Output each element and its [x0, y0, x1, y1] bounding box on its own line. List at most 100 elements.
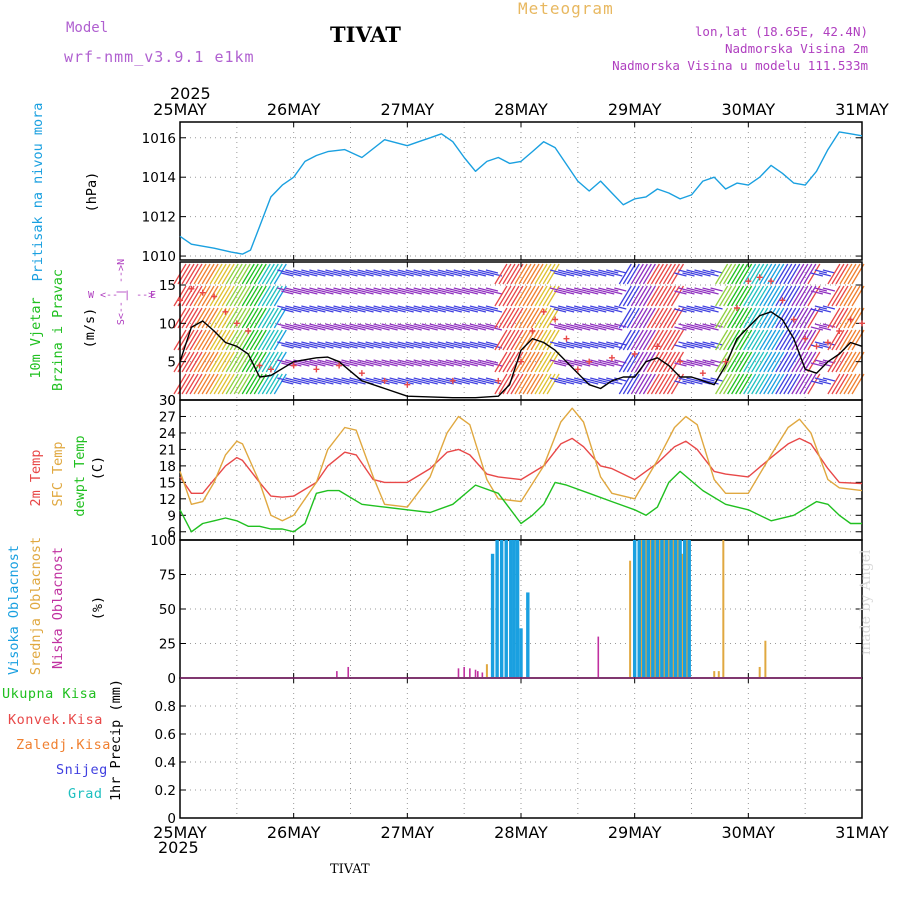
wind-vector	[421, 305, 434, 310]
wind-vector	[686, 323, 699, 328]
wind-vector	[289, 308, 302, 313]
wind-barb	[662, 307, 676, 329]
wind-vector	[433, 272, 446, 277]
dewpt-temp-line	[179, 470, 862, 533]
wind-barb	[189, 263, 203, 285]
wind-barb	[642, 263, 656, 285]
wind-barb	[506, 307, 520, 329]
wind-barb	[630, 263, 644, 285]
wind-vector	[810, 290, 824, 295]
wind-barb	[542, 373, 556, 395]
gust-marker	[199, 289, 206, 296]
wind-vector	[393, 272, 406, 277]
wind-vector	[710, 305, 723, 310]
wind-vector	[317, 269, 330, 274]
wind-barb	[213, 329, 227, 351]
wind-barb	[847, 329, 861, 351]
wind-vector	[313, 344, 326, 349]
wind-vector	[305, 362, 318, 367]
wind-vector	[822, 305, 836, 310]
mid-cloud-bar	[758, 666, 761, 677]
y-tick-label: 75	[159, 568, 176, 584]
mid-cloud-label: Srednja Oblacnost	[28, 537, 44, 675]
wind-vector	[561, 380, 575, 385]
high-cloud-bar	[526, 592, 530, 677]
wind-vector	[473, 344, 487, 349]
wind-barb	[847, 373, 861, 395]
wind-vector	[409, 362, 422, 367]
wind-barb	[201, 263, 215, 285]
wind-barb	[835, 329, 849, 351]
wind-barb	[225, 263, 239, 285]
wind-vector	[566, 341, 579, 346]
wind-vector	[582, 305, 595, 310]
wind-barb	[273, 351, 287, 373]
wind-barb	[831, 307, 845, 329]
wind-barb	[237, 285, 251, 307]
wind-barb	[217, 329, 231, 351]
wind-vector	[590, 377, 603, 382]
wind-vector	[341, 305, 354, 310]
wind-barb	[257, 351, 271, 373]
wind-vector	[373, 269, 386, 274]
wind-vector	[341, 287, 354, 292]
model-elevation-info: Nadmorska Visina u modelu 111.533m	[612, 58, 868, 73]
wind-vector	[393, 380, 406, 385]
wind-barb	[518, 373, 532, 395]
wind-vector	[277, 341, 290, 346]
wind-vector	[345, 380, 358, 385]
wind-vector	[393, 344, 406, 349]
wind-barb	[209, 263, 223, 285]
wind-barb	[839, 307, 853, 329]
wind-vector	[417, 380, 430, 385]
wind-barb	[245, 329, 259, 351]
wind-barb	[253, 329, 267, 351]
wind-barb	[249, 351, 263, 373]
y-tick-label: 1012	[142, 210, 176, 226]
wind-vector	[277, 305, 290, 310]
wind-vector	[453, 359, 466, 364]
high-cloud-bar	[673, 540, 678, 677]
wind-vector	[425, 308, 438, 313]
wind-vector	[610, 290, 623, 295]
y-tick-label: 0	[167, 671, 176, 687]
wind-barb	[514, 285, 528, 307]
wind-vector	[469, 269, 483, 274]
sfc-temp-line	[179, 407, 863, 522]
wind-vector	[570, 380, 583, 385]
y-tick-label: 30	[159, 393, 176, 409]
wind-barb	[634, 285, 648, 307]
wind-vector	[566, 287, 579, 292]
wind-vector	[469, 287, 483, 292]
wind-vector	[437, 305, 450, 310]
wind-barb	[775, 307, 789, 329]
wind-vector	[305, 326, 318, 331]
high-cloud-bar	[660, 540, 664, 677]
wind-barb	[618, 307, 632, 329]
wind-vector	[477, 377, 491, 382]
wind-barb	[225, 351, 239, 373]
gust-marker	[358, 370, 365, 377]
wind-vector	[453, 305, 466, 310]
wind-vector	[590, 287, 603, 292]
wind-vector	[698, 362, 711, 367]
wind-barb	[803, 285, 817, 307]
x-tick-label-bottom: 29MAY	[608, 823, 662, 842]
wind-barb	[719, 329, 733, 351]
wind-vector	[566, 377, 579, 382]
wind-barb	[731, 263, 745, 285]
wind-vector	[377, 308, 390, 313]
wind-vector	[413, 323, 426, 328]
wind-vector	[417, 362, 430, 367]
wind-vector	[337, 290, 350, 295]
wind-vector	[690, 326, 703, 331]
wind-vector	[365, 323, 378, 328]
wind-vector	[682, 344, 695, 349]
wind-barb	[763, 351, 777, 373]
wind-vector	[453, 341, 466, 346]
wind-barb	[715, 263, 729, 285]
wind-vector	[321, 362, 334, 367]
wind-vector	[365, 359, 378, 364]
wind-barb	[498, 285, 512, 307]
wind-barb	[839, 329, 853, 351]
